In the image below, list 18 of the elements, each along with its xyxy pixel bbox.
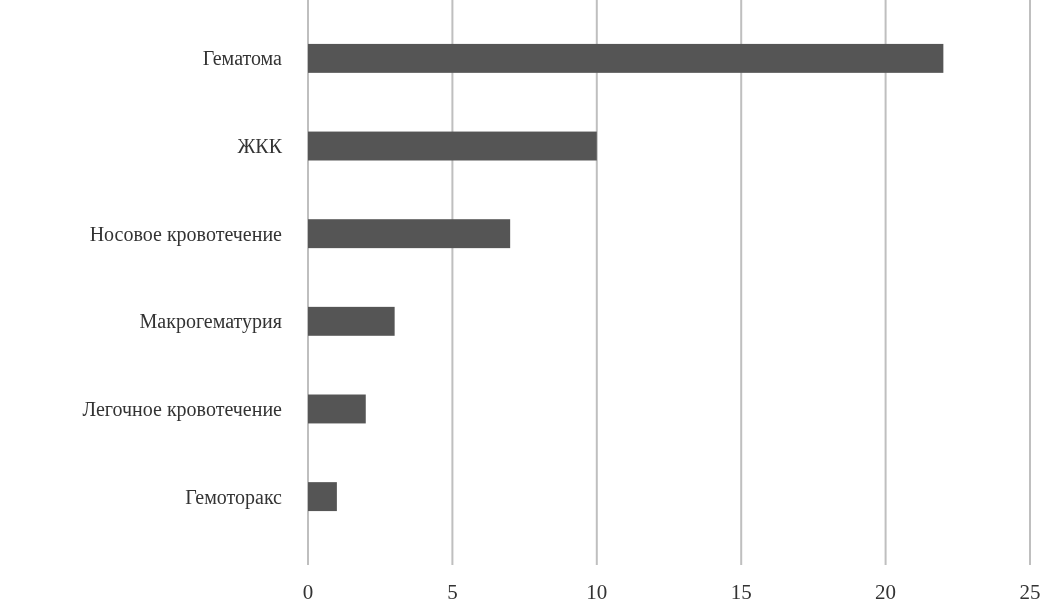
x-tick-label: 10 bbox=[586, 580, 608, 604]
bar bbox=[308, 306, 395, 336]
x-tick-label: 20 bbox=[875, 580, 897, 604]
bar bbox=[308, 43, 944, 73]
y-tick-label: Гематома bbox=[202, 47, 283, 70]
y-tick-label: Макрогематурия bbox=[139, 310, 282, 334]
x-tick-label: 15 bbox=[730, 580, 752, 604]
bar bbox=[308, 394, 366, 424]
bar bbox=[308, 482, 337, 512]
bar bbox=[308, 219, 511, 249]
y-tick-label: Носовое кровотечение bbox=[89, 222, 283, 246]
x-tick-label: 5 bbox=[447, 580, 458, 604]
y-tick-label: Легочное кровотечение bbox=[82, 397, 283, 421]
bar bbox=[308, 131, 597, 161]
x-tick-label: 25 bbox=[1019, 580, 1041, 604]
x-tick-label: 0 bbox=[302, 580, 314, 604]
y-tick-label: Гемоторакс bbox=[185, 485, 283, 509]
y-tick-label: ЖКК bbox=[237, 135, 283, 158]
